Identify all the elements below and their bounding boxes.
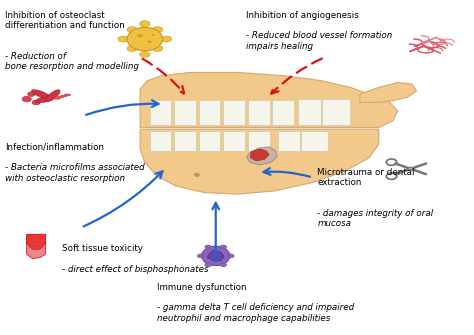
Ellipse shape	[118, 36, 128, 42]
Ellipse shape	[205, 245, 211, 249]
Bar	[150, 131, 171, 151]
Text: Inhibition of osteoclast
differentiation and function: Inhibition of osteoclast differentiation…	[5, 11, 125, 30]
Ellipse shape	[228, 254, 234, 258]
Bar	[322, 99, 350, 125]
Bar	[199, 131, 220, 151]
Text: Infection/inflammation: Infection/inflammation	[5, 142, 104, 151]
Ellipse shape	[408, 167, 413, 171]
Ellipse shape	[31, 90, 50, 98]
Text: Soft tissue toxicity: Soft tissue toxicity	[62, 244, 143, 253]
Ellipse shape	[194, 173, 199, 177]
Ellipse shape	[127, 27, 163, 51]
Bar	[223, 131, 245, 151]
Text: - direct effect of bisphosphonates: - direct effect of bisphosphonates	[62, 265, 209, 274]
Ellipse shape	[152, 26, 163, 32]
Text: Immune dysfunction: Immune dysfunction	[156, 283, 246, 291]
Ellipse shape	[220, 245, 227, 249]
Bar	[278, 131, 300, 151]
Ellipse shape	[197, 254, 204, 258]
Ellipse shape	[201, 246, 230, 266]
Ellipse shape	[152, 34, 155, 36]
Text: Inhibition of angiogenesis: Inhibition of angiogenesis	[246, 11, 359, 20]
Polygon shape	[360, 82, 417, 103]
Polygon shape	[207, 250, 224, 261]
Text: - Reduction of
bone resorption and modelling: - Reduction of bone resorption and model…	[5, 52, 139, 71]
Ellipse shape	[137, 34, 143, 37]
Polygon shape	[140, 129, 379, 194]
Text: - Reduced blood vessel formation
impairs healing: - Reduced blood vessel formation impairs…	[246, 31, 392, 51]
Ellipse shape	[140, 21, 150, 27]
Polygon shape	[246, 147, 277, 165]
Text: Microtrauma or dental
extraction: Microtrauma or dental extraction	[318, 168, 415, 187]
Polygon shape	[27, 234, 46, 249]
Ellipse shape	[27, 92, 35, 96]
Bar	[199, 100, 220, 125]
Bar	[248, 131, 270, 151]
Text: - damages integrity of oral
mucosa: - damages integrity of oral mucosa	[318, 209, 433, 228]
Bar	[301, 131, 328, 151]
Polygon shape	[27, 234, 46, 259]
Bar	[273, 100, 294, 125]
Text: - gamma delta T cell deficiency and impaired
neutrophil and macrophage capabilit: - gamma delta T cell deficiency and impa…	[156, 303, 354, 323]
Ellipse shape	[36, 95, 55, 103]
Text: - Bacteria microfilms associated
with osteoclastic resorption: - Bacteria microfilms associated with os…	[5, 163, 145, 183]
Ellipse shape	[45, 90, 60, 102]
Polygon shape	[250, 149, 269, 161]
Bar	[223, 100, 245, 125]
Ellipse shape	[140, 51, 150, 57]
Ellipse shape	[220, 263, 227, 267]
Ellipse shape	[205, 263, 211, 267]
Ellipse shape	[32, 100, 40, 105]
Bar	[174, 100, 196, 125]
Ellipse shape	[22, 96, 31, 102]
Bar	[174, 131, 196, 151]
Bar	[150, 100, 171, 125]
Ellipse shape	[127, 46, 137, 52]
Ellipse shape	[152, 46, 163, 52]
Ellipse shape	[161, 36, 172, 42]
Polygon shape	[140, 72, 398, 127]
Bar	[299, 99, 320, 125]
Bar	[248, 100, 270, 125]
Ellipse shape	[127, 26, 137, 32]
Ellipse shape	[147, 41, 152, 43]
